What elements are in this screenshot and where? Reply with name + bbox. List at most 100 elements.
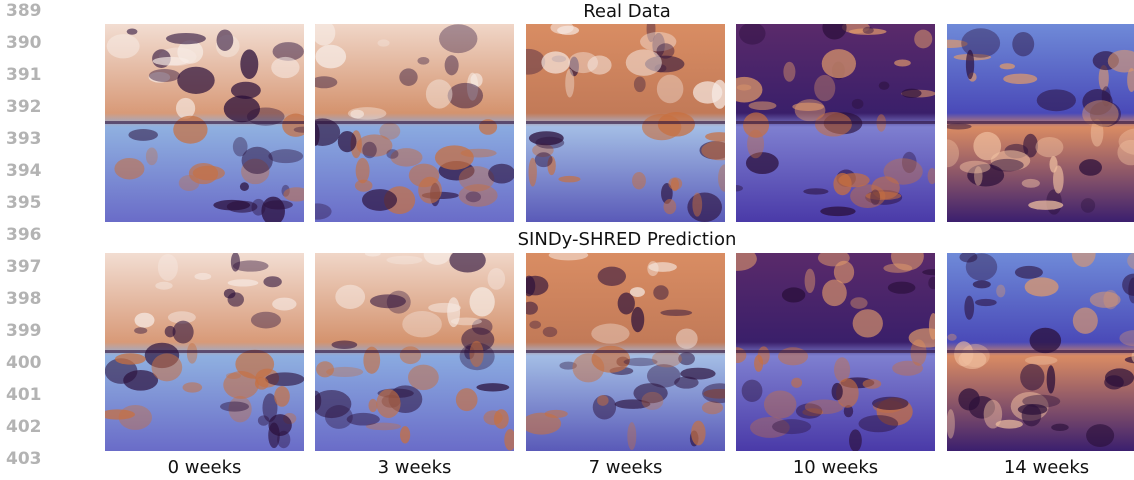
heatmap-blob	[1051, 424, 1069, 431]
heatmap-blob	[268, 414, 291, 436]
equator-band	[105, 350, 304, 353]
heatmap-blob	[228, 292, 244, 306]
heatmap-blob	[173, 116, 207, 144]
heatmap-blob	[632, 172, 646, 190]
column-label: 10 weeks	[793, 457, 878, 478]
heatmap-blob	[747, 130, 764, 159]
heatmap-blob	[627, 422, 636, 450]
heatmap-blob	[618, 292, 635, 314]
heatmap-blob	[1037, 89, 1076, 111]
heatmap-blob	[879, 82, 890, 90]
heatmap-blob	[737, 84, 751, 90]
heatmap-blob	[958, 388, 980, 410]
heatmap-blob	[386, 149, 398, 159]
heatmap	[946, 240, 1134, 451]
heatmap-blob	[749, 101, 777, 110]
column-label: 7 weeks	[589, 457, 663, 478]
heatmap-blob	[176, 98, 195, 119]
heatmap-blob	[155, 282, 172, 290]
heatmap-blob	[1079, 159, 1102, 176]
heatmap-blob	[815, 112, 852, 137]
heatmap-blob	[456, 388, 478, 411]
heatmap-blob	[558, 176, 580, 183]
heatmap-blob	[712, 80, 728, 109]
heatmap-blob	[966, 50, 974, 80]
heatmap-blob	[114, 158, 144, 179]
equator-band	[947, 121, 1134, 124]
heatmap-blob	[115, 353, 146, 364]
equator-band	[315, 121, 514, 124]
heatmap-blob	[814, 75, 835, 101]
heatmap-blob	[448, 83, 483, 109]
heatmap-blob	[902, 89, 922, 98]
equator-band	[526, 350, 725, 353]
heatmap-blob	[402, 311, 442, 337]
heatmap-blob	[466, 192, 481, 203]
heatmap-blob	[439, 24, 477, 53]
heatmap	[933, 24, 1134, 222]
heatmap-blob	[1020, 364, 1044, 391]
heatmap-blob	[791, 378, 802, 388]
row-title: SINDy-SHRED Prediction	[518, 229, 737, 250]
line-number: 401	[6, 385, 42, 405]
line-number: 389	[6, 1, 42, 21]
heatmap-blob	[228, 279, 259, 286]
heatmap-blob	[1015, 266, 1043, 279]
heatmap-blob	[820, 206, 855, 216]
heatmap-blob	[945, 123, 972, 129]
heatmap-blob	[822, 280, 847, 307]
heatmap-blob	[568, 52, 598, 73]
heatmap-blob	[565, 69, 574, 98]
page: 3893903913923933943953963973983994004014…	[0, 0, 1134, 480]
heatmap-blob	[894, 60, 911, 67]
heatmap-blob	[1030, 328, 1062, 353]
heatmap	[105, 24, 312, 226]
heatmap-blob	[294, 127, 312, 133]
heatmap-blob	[549, 250, 589, 260]
heatmap-blob	[488, 268, 506, 290]
row-title: Real Data	[583, 1, 671, 22]
heatmap-blob	[127, 29, 138, 35]
heatmap-blob	[265, 372, 304, 386]
heatmap-blob	[451, 317, 482, 325]
heatmap-blob	[701, 141, 739, 161]
heatmap-blob	[338, 131, 357, 152]
heatmap-blob	[545, 410, 568, 418]
heatmap-blob	[822, 16, 846, 40]
heatmap-blob	[469, 341, 483, 367]
heatmap-blob	[399, 68, 417, 86]
heatmap-blob	[504, 429, 516, 450]
heatmap-blob	[641, 392, 663, 410]
heatmap-blob	[858, 415, 898, 432]
heatmap-blob	[702, 401, 723, 414]
heatmap-blob	[134, 327, 147, 334]
heatmap-blob	[512, 49, 546, 75]
heatmap-blob	[347, 413, 380, 426]
heatmap-blob	[909, 328, 946, 347]
heatmap-blob	[119, 405, 152, 430]
heatmap-blob	[884, 158, 923, 184]
heatmap-blob	[996, 285, 1005, 298]
column-label: 0 weeks	[168, 457, 242, 478]
line-number: 394	[6, 161, 42, 181]
line-number: 403	[6, 449, 42, 469]
heatmap-blob	[946, 409, 954, 439]
heatmap-blob	[872, 397, 908, 410]
heatmap-blob	[251, 312, 281, 329]
heatmap-blob	[557, 26, 579, 35]
heatmap-blob	[370, 294, 406, 308]
heatmap-blob	[914, 30, 932, 49]
heatmap-blob	[657, 43, 675, 58]
heatmap-blob	[424, 244, 451, 265]
heatmap	[719, 242, 947, 452]
heatmap-blob	[379, 123, 400, 140]
heatmap-blob	[165, 326, 176, 337]
equator-band	[105, 121, 304, 124]
heatmap-blob	[242, 147, 273, 174]
heatmap-blob	[522, 276, 549, 296]
heatmap-blob	[705, 132, 733, 141]
heatmap-blob	[922, 269, 946, 275]
heatmap-blob	[758, 346, 770, 364]
heatmap	[303, 20, 515, 222]
heatmap-blob	[158, 254, 178, 281]
